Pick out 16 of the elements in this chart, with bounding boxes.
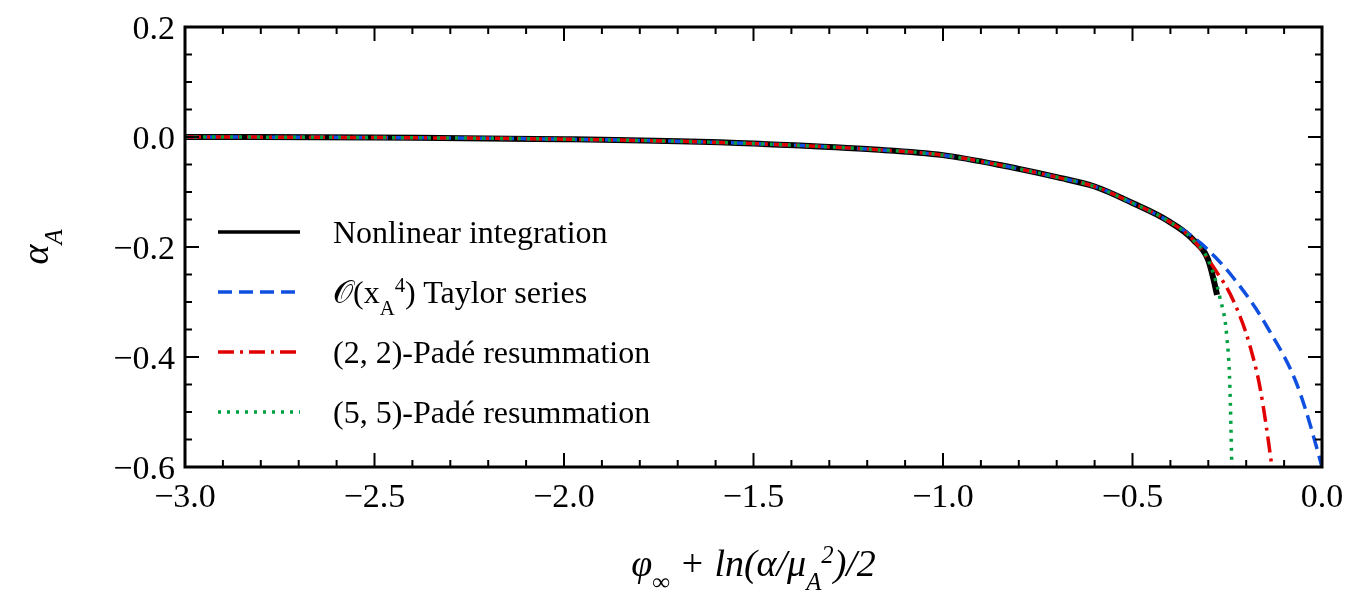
y-tick-label: −0.4 [113,339,175,376]
x-tick-label: −2.0 [533,477,595,514]
y-tick-label: −0.6 [113,449,175,486]
x-axis-title: φ$_{∞}$ + ln(α/μ$_{A}$$^{2}$)/2 [631,540,876,595]
legend-label: (5, 5)-Padé resummation [333,394,651,430]
legend-label: (2, 2)-Padé resummation [333,334,651,370]
y-tick-label: 0.2 [132,9,175,46]
x-tick-label: 0.0 [1300,477,1344,514]
y-tick-label: 0.0 [132,119,175,156]
x-tick-label: −1.0 [912,477,974,514]
legend-label: 𝒪(x$_{A}$$^{4}$) Taylor series [333,272,588,319]
x-tick-label: −2.5 [343,477,406,514]
legend-label: Nonlinear integration [333,214,608,250]
x-tick-label: −0.5 [1101,477,1164,514]
x-tick-label: −1.5 [722,477,785,514]
y-tick-label: −0.2 [113,229,175,266]
